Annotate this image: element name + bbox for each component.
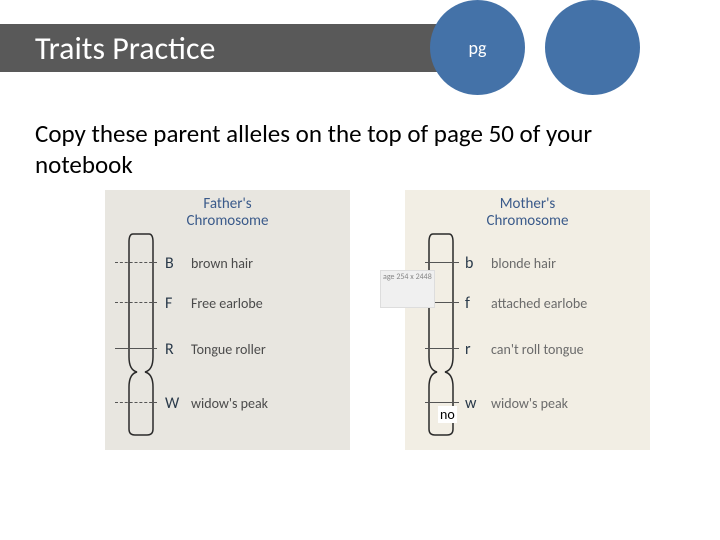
title-bar: Traits Practice	[0, 24, 460, 72]
father-panel-title: Father's Chromosome	[113, 196, 342, 231]
mother-allele-letter-1: f	[465, 294, 481, 313]
father-panel: Father's Chromosome B brown hair F Free …	[105, 190, 350, 450]
mother-allele-row-3: w widow's peak	[465, 394, 568, 413]
mother-tick-3	[425, 402, 459, 403]
mother-tick-0	[425, 262, 459, 263]
father-title-line1: Father's	[203, 195, 251, 213]
father-tick-3	[115, 402, 157, 403]
father-title-line2: Chromosome	[187, 212, 269, 230]
mother-allele-row-0: b blonde hair	[465, 254, 556, 273]
mother-allele-row-1: f attached earlobe	[465, 294, 587, 313]
no-overlay-label: no	[438, 406, 457, 423]
mother-title-line2: Chromosome	[487, 212, 569, 230]
father-allele-row-1: F Free earlobe	[165, 294, 263, 313]
mother-allele-label-3: widow's peak	[491, 395, 568, 412]
chromosome-panels: Father's Chromosome B brown hair F Free …	[105, 190, 650, 450]
father-allele-letter-1: F	[165, 294, 181, 313]
image-dimension-overlay: age 254 x 2448	[380, 270, 435, 308]
mother-title-line1: Mother's	[500, 195, 556, 213]
mother-allele-letter-0: b	[465, 254, 481, 273]
father-allele-row-2: R Tongue roller	[165, 340, 266, 359]
badge-circle-1: pg	[430, 0, 525, 95]
instruction-text: Copy these parent alleles on the top of …	[35, 118, 675, 181]
page-title: Traits Practice	[35, 29, 215, 68]
father-allele-label-3: widow's peak	[191, 395, 268, 412]
mother-allele-label-2: can't roll tongue	[491, 341, 584, 358]
badge-circle-2	[545, 0, 640, 95]
father-allele-row-3: W widow's peak	[165, 394, 268, 413]
father-tick-1	[115, 302, 157, 303]
father-tick-2	[115, 348, 157, 349]
father-allele-label-0: brown hair	[191, 255, 253, 272]
father-allele-label-1: Free earlobe	[191, 295, 263, 312]
mother-allele-row-2: r can't roll tongue	[465, 340, 584, 359]
mother-allele-label-0: blonde hair	[491, 255, 556, 272]
father-allele-letter-2: R	[165, 340, 181, 359]
badge-1-label: pg	[469, 37, 487, 59]
mother-panel-title: Mother's Chromosome	[413, 196, 642, 231]
mother-allele-letter-2: r	[465, 340, 481, 359]
mother-tick-2	[425, 348, 459, 349]
mother-allele-letter-3: w	[465, 394, 481, 413]
father-allele-letter-0: B	[165, 254, 181, 273]
father-tick-0	[115, 262, 157, 263]
father-allele-row-0: B brown hair	[165, 254, 253, 273]
father-allele-letter-3: W	[165, 394, 181, 413]
mother-allele-label-1: attached earlobe	[491, 295, 587, 312]
father-allele-label-2: Tongue roller	[191, 341, 266, 358]
